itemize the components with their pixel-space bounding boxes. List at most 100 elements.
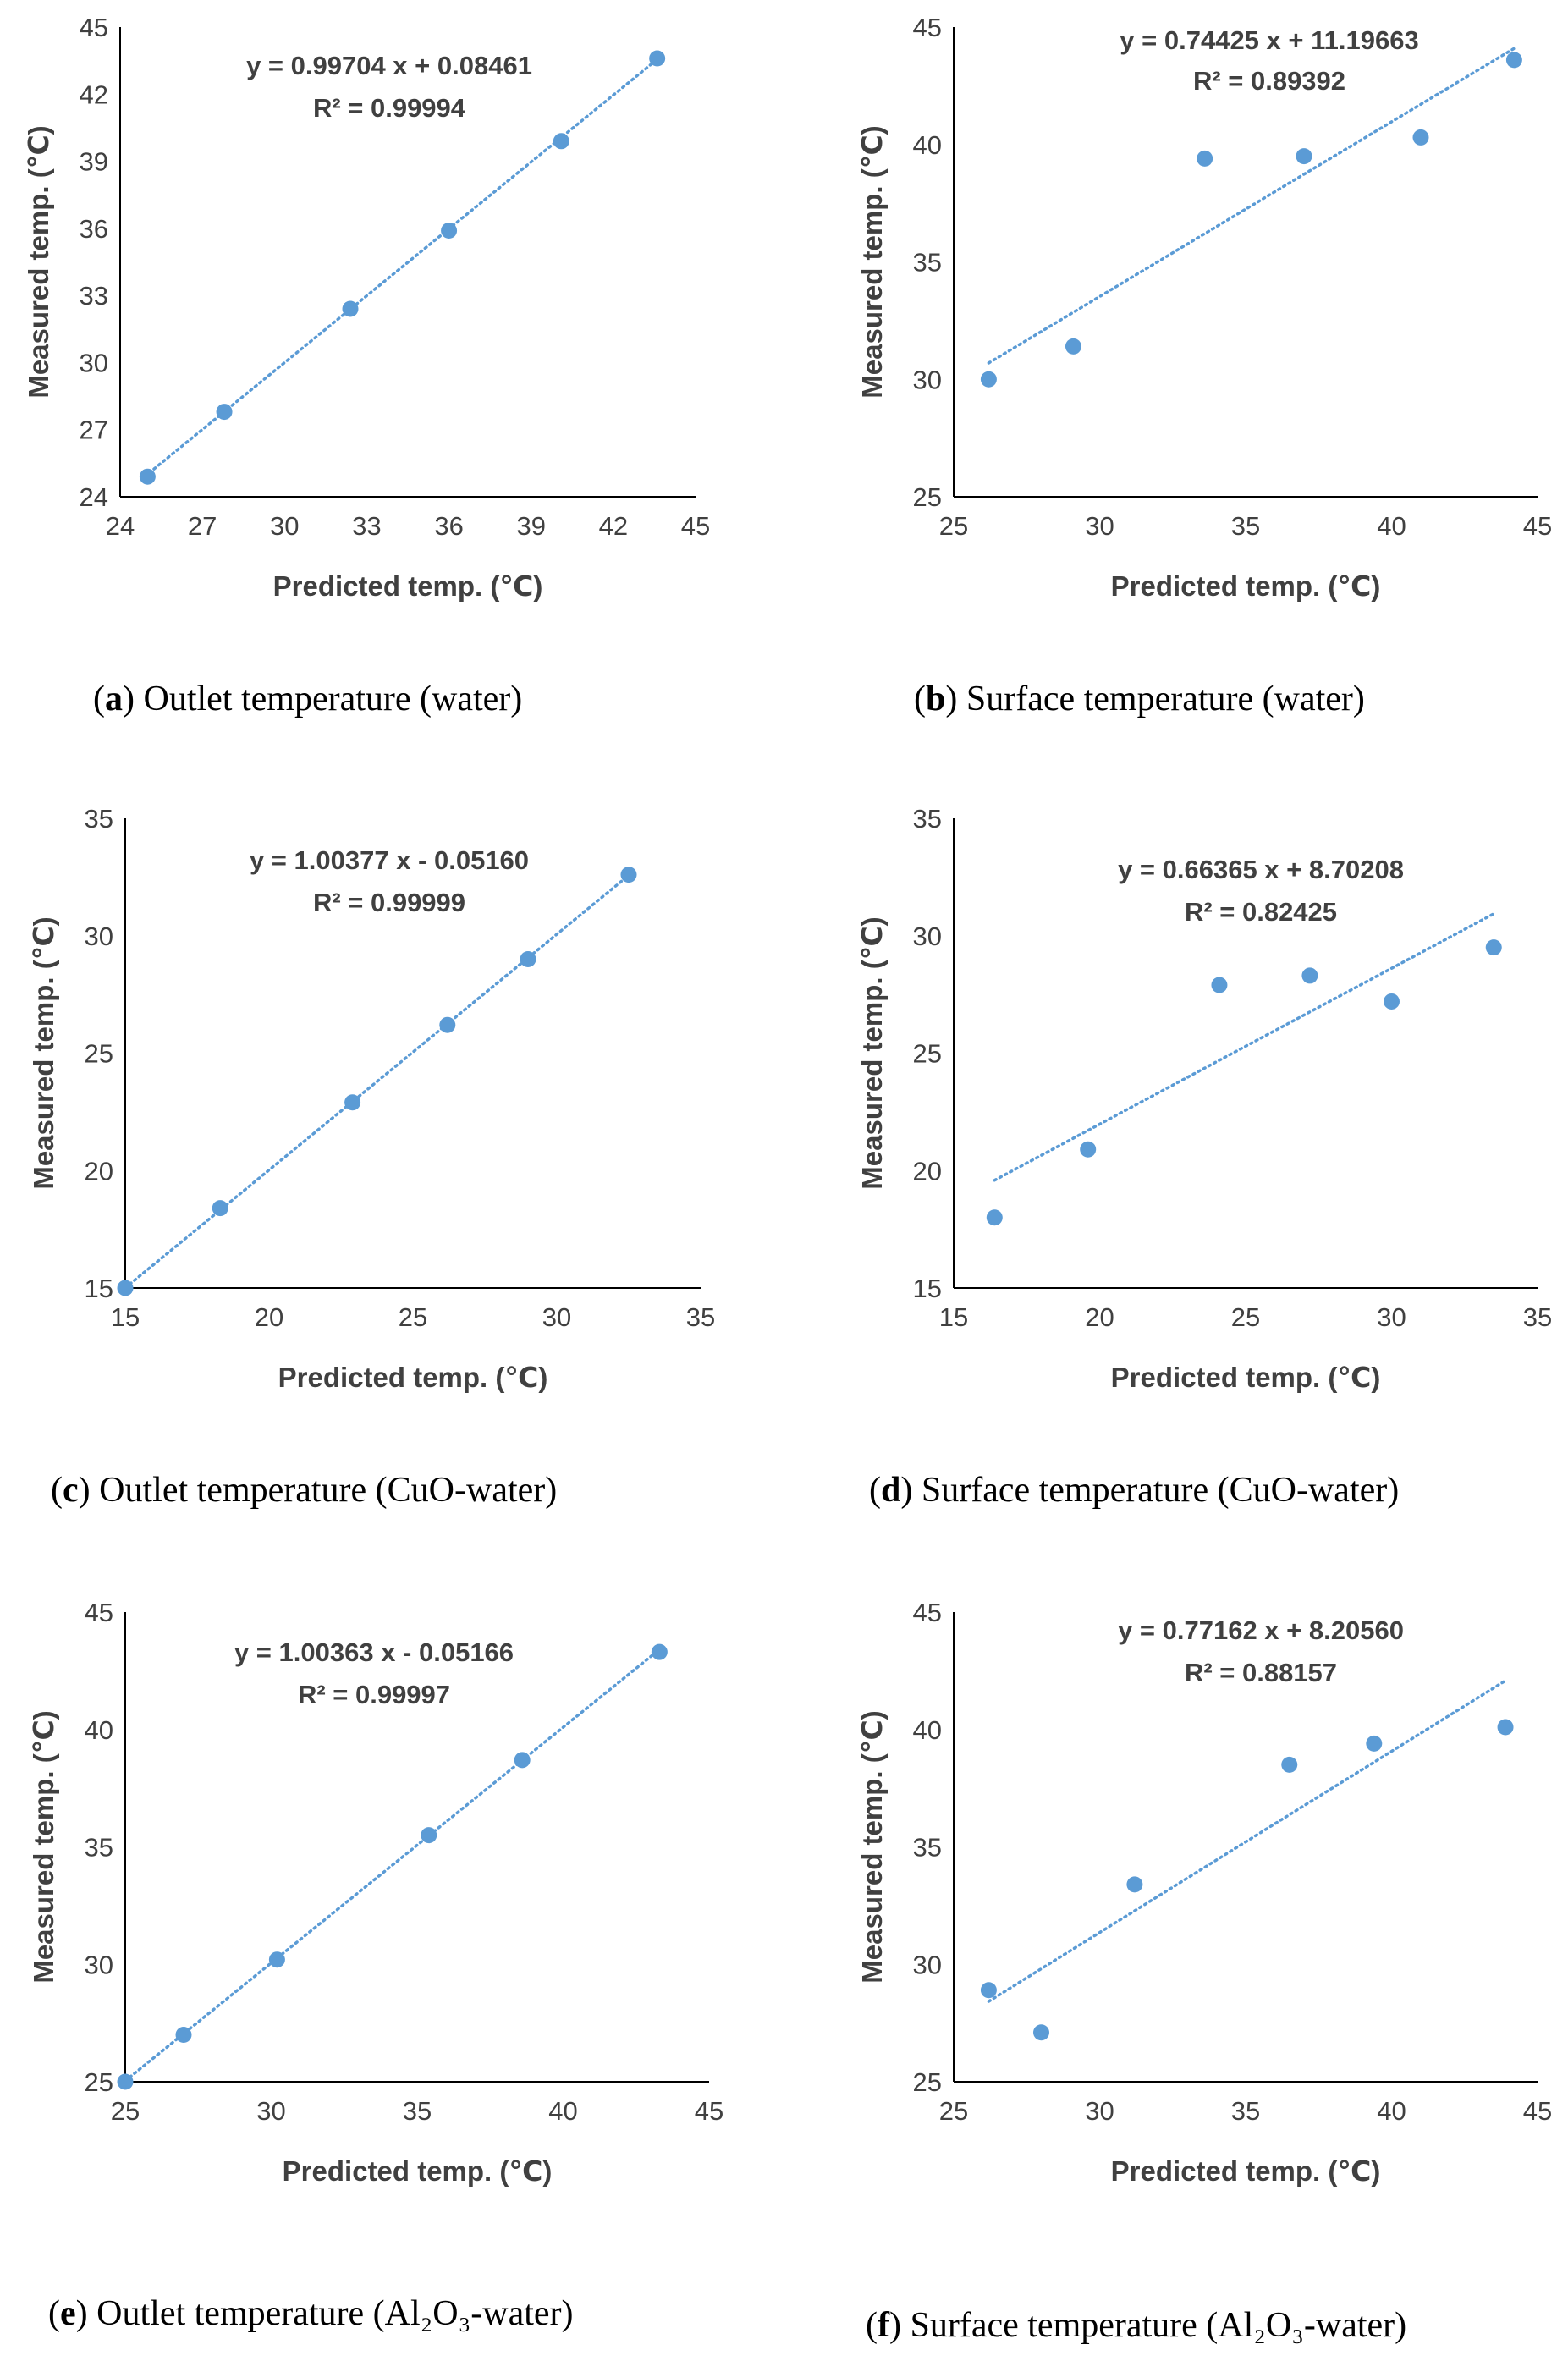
y-tick-label: 30 — [85, 922, 113, 951]
trend-equation: y = 0.99704 x + 0.08461 — [246, 51, 532, 80]
y-tick-label: 27 — [80, 416, 108, 445]
data-point — [1281, 1756, 1298, 1773]
data-point — [514, 1752, 531, 1769]
panel-e: 25 30 35 40 45 25 30 35 40 45 Predicted temp. (℃) M… — [28, 1598, 723, 2187]
r-squared: R² = 0.82425 — [1185, 897, 1337, 927]
data-point — [980, 371, 997, 388]
y-tick-label: 35 — [85, 1833, 113, 1863]
y-axis-title: Measured temp. (℃) — [856, 1710, 888, 1983]
y-tick-label: 40 — [913, 1715, 942, 1745]
x-tick-label: 40 — [1377, 2096, 1406, 2126]
data-point — [1296, 148, 1312, 165]
caption-letter: f — [878, 2306, 889, 2345]
y-tick-label: 35 — [913, 1833, 942, 1863]
x-axis-title: Predicted temp. (℃) — [283, 2155, 553, 2187]
trend-equation: y = 0.66365 x + 8.70208 — [1118, 855, 1404, 884]
data-point — [1497, 1719, 1514, 1736]
y-axis-title: Measured temp. (℃) — [23, 125, 54, 398]
x-tick-label: 45 — [681, 511, 710, 541]
x-tick-label: 30 — [1377, 1302, 1406, 1332]
x-tick-label: 30 — [270, 511, 299, 541]
data-point — [1485, 939, 1502, 956]
x-axis-title: Predicted temp. (℃) — [278, 1362, 548, 1393]
trend-equation: y = 1.00377 x - 0.05160 — [250, 845, 529, 875]
y-tick-label: 15 — [913, 1274, 942, 1303]
y-tick-label: 15 — [85, 1274, 113, 1303]
trendline — [993, 912, 1495, 1182]
y-tick-label: 35 — [913, 804, 942, 834]
y-axis-title: Measured temp. (℃) — [856, 916, 888, 1189]
y-axis-title: Measured temp. (℃) — [28, 1710, 59, 1983]
x-tick-label: 20 — [1085, 1302, 1114, 1332]
panel-b: 25 30 35 40 45 25 30 35 40 45 Predicted temp. (℃) M… — [856, 13, 1552, 602]
data-point — [980, 1982, 997, 1999]
caption-d: (d) Surface temperature (CuO-water) — [869, 1471, 1400, 1510]
data-point — [216, 404, 233, 421]
data-point — [139, 468, 156, 485]
data-point — [1080, 1141, 1097, 1158]
trendline — [987, 47, 1516, 365]
y-tick-label: 45 — [913, 1598, 942, 1627]
caption-text: Outlet temperature (water) — [143, 680, 523, 718]
r-squared: R² = 0.88157 — [1185, 1658, 1337, 1687]
data-point — [1366, 1735, 1383, 1752]
data-point — [1384, 993, 1400, 1010]
panel-c: 15 20 25 30 35 15 20 25 30 35 Predicted temp. (℃) M… — [28, 804, 715, 1393]
caption-f: (f) Surface temperature (Al₂O₃-water) — [866, 2306, 1407, 2345]
data-point — [649, 50, 666, 67]
caption-letter: b — [926, 680, 946, 718]
x-axis-title: Predicted temp. (℃) — [273, 570, 543, 602]
r-squared: R² = 0.99999 — [313, 888, 465, 917]
caption-letter: e — [60, 2294, 76, 2333]
trendline — [124, 873, 630, 1290]
trendline — [124, 1648, 662, 2083]
data-point — [441, 223, 458, 239]
caption-text: Outlet temperature (Al₂O₃-water) — [96, 2294, 574, 2333]
y-tick-label: 25 — [913, 482, 942, 512]
y-tick-label: 35 — [913, 248, 942, 278]
y-tick-label: 30 — [80, 348, 108, 377]
y-tick-label: 30 — [85, 1950, 113, 1979]
x-tick-label: 24 — [106, 511, 135, 541]
data-point — [1301, 967, 1318, 984]
caption-b: (b) Surface temperature (water) — [914, 680, 1365, 718]
y-tick-label: 25 — [913, 1039, 942, 1069]
data-point — [117, 1280, 134, 1296]
y-tick-label: 30 — [913, 922, 942, 951]
data-point — [344, 1094, 361, 1111]
caption-text: Surface temperature (CuO-water) — [921, 1471, 1400, 1510]
x-tick-label: 25 — [399, 1302, 427, 1332]
data-point — [1211, 977, 1228, 993]
data-point — [1126, 1876, 1143, 1893]
y-tick-label: 45 — [85, 1598, 113, 1627]
x-tick-label: 30 — [256, 2096, 285, 2126]
y-tick-label: 33 — [80, 281, 108, 311]
x-tick-label: 30 — [542, 1302, 571, 1332]
x-tick-label: 42 — [599, 511, 628, 541]
x-axis-title: Predicted temp. (℃) — [1111, 2155, 1381, 2187]
x-tick-label: 30 — [1085, 2096, 1114, 2126]
y-tick-label: 24 — [80, 482, 108, 512]
y-tick-label: 25 — [85, 2067, 113, 2097]
x-tick-label: 25 — [111, 2096, 140, 2126]
trend-equation: y = 1.00363 x - 0.05166 — [234, 1637, 514, 1667]
panel-f: 25 30 35 40 45 25 30 35 40 45 Predicted temp. (℃) M… — [856, 1598, 1552, 2187]
x-tick-label: 35 — [403, 2096, 432, 2126]
x-tick-label: 25 — [1231, 1302, 1260, 1332]
caption-text: Surface temperature (water) — [966, 680, 1365, 718]
trend-equation: y = 0.77162 x + 8.20560 — [1118, 1615, 1404, 1645]
y-axis-title: Measured temp. (℃) — [856, 125, 888, 398]
x-tick-label: 15 — [111, 1302, 140, 1332]
x-tick-label: 25 — [939, 2096, 968, 2126]
x-tick-label: 25 — [939, 511, 968, 541]
x-tick-label: 35 — [1231, 511, 1260, 541]
x-tick-label: 35 — [1231, 2096, 1260, 2126]
x-tick-label: 33 — [352, 511, 381, 541]
y-axis-title: Measured temp. (℃) — [28, 916, 59, 1189]
data-point — [520, 951, 536, 967]
panel-a: 24 27 30 33 36 39 42 45 24 27 30 33 36 39 42 45 Predicte… — [23, 13, 710, 602]
y-tick-label: 45 — [80, 13, 108, 42]
data-point — [1065, 338, 1081, 355]
y-tick-label: 25 — [85, 1039, 113, 1069]
data-point — [651, 1643, 668, 1660]
